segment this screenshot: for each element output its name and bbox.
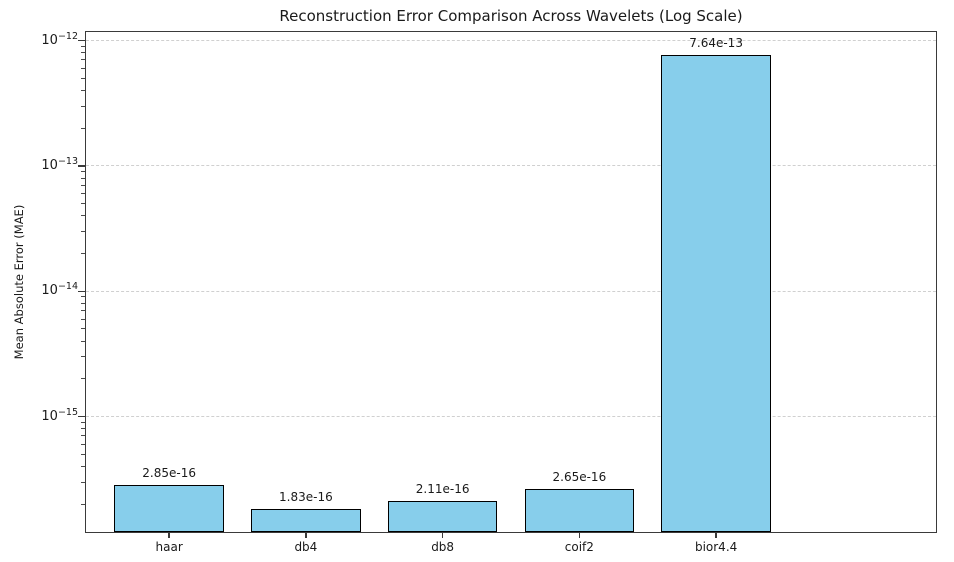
- y-major-tick: [78, 165, 85, 167]
- y-minor-tick: [81, 310, 85, 312]
- bar-haar: [114, 484, 224, 532]
- y-minor-tick: [81, 184, 85, 186]
- y-minor-tick: [81, 230, 85, 232]
- bar-value-label-db8: 2.11e-16: [415, 482, 470, 497]
- y-minor-tick: [81, 177, 85, 179]
- y-tick-base: 10: [41, 157, 58, 173]
- y-tick-base: 10: [41, 283, 58, 299]
- y-minor-tick: [81, 503, 85, 505]
- gridline: [86, 40, 936, 42]
- bar-value-label-haar: 2.85e-16: [142, 465, 196, 480]
- y-minor-tick: [81, 253, 85, 254]
- y-minor-tick: [81, 378, 85, 380]
- y-minor-tick: [81, 127, 85, 129]
- x-tick-bior4-4: [715, 533, 717, 538]
- y-minor-tick: [81, 215, 85, 217]
- y-minor-tick: [81, 481, 85, 483]
- x-tick-haar: [168, 533, 170, 538]
- bar-value-label-db4: 1.83e-16: [279, 490, 333, 505]
- y-minor-tick: [81, 171, 85, 173]
- bar-value-label-bior4-4: 7.64e-13: [689, 36, 743, 51]
- y-major-tick: [78, 290, 85, 292]
- y-tick-exponent: −12: [57, 30, 78, 42]
- y-tick-exponent: −15: [57, 406, 78, 418]
- y-minor-tick: [81, 443, 85, 445]
- y-minor-tick: [81, 193, 85, 195]
- x-tick-label-haar: haar: [155, 540, 183, 554]
- y-major-tick: [78, 415, 85, 418]
- y-minor-tick: [81, 465, 85, 467]
- gridline: [86, 290, 936, 292]
- y-minor-tick: [81, 318, 85, 320]
- x-tick-label-db4: db4: [294, 540, 318, 554]
- y-major-tick: [78, 39, 85, 42]
- y-minor-tick: [81, 203, 85, 205]
- bar-coif2: [524, 488, 635, 532]
- y-minor-tick: [81, 59, 85, 61]
- x-tick-db8: [441, 533, 444, 538]
- y-minor-tick: [81, 296, 85, 298]
- x-tick-db4: [305, 533, 307, 538]
- gridline: [86, 416, 936, 418]
- bar-db4: [251, 509, 361, 532]
- y-minor-tick: [81, 453, 85, 455]
- y-minor-tick: [81, 428, 85, 430]
- y-tick-exponent: −13: [57, 155, 78, 167]
- y-tick-base: 10: [41, 32, 58, 48]
- y-minor-tick: [81, 435, 85, 437]
- y-minor-tick: [81, 421, 85, 423]
- y-minor-tick: [81, 105, 85, 107]
- y-minor-tick: [81, 67, 85, 69]
- y-axis-label: Mean Absolute Error (MAE): [12, 204, 26, 360]
- x-tick-label-coif2: coif2: [564, 540, 594, 554]
- y-minor-tick: [81, 89, 85, 91]
- chart-title: Reconstruction Error Comparison Across W…: [279, 7, 743, 25]
- x-tick-label-bior4-4: bior4.4: [694, 540, 738, 554]
- y-minor-tick: [81, 356, 85, 358]
- y-minor-tick: [81, 302, 85, 304]
- y-minor-tick: [81, 45, 85, 47]
- gridline: [86, 165, 936, 167]
- y-tick-label: 10−15: [18, 406, 78, 425]
- y-tick-base: 10: [41, 408, 58, 424]
- y-tick-exponent: −14: [57, 281, 78, 293]
- x-tick-label-db8: db8: [431, 540, 455, 554]
- y-minor-tick: [81, 340, 85, 342]
- bar-bior4-4: [661, 55, 771, 532]
- y-tick-label: 10−13: [18, 155, 78, 174]
- y-minor-tick: [81, 328, 85, 330]
- plot-area: 10−12 10−13 10−14 10−15 2.85e-16 haar 1.83e-16…: [41, 31, 937, 554]
- bar-value-label-coif2: 2.65e-16: [552, 469, 607, 484]
- y-tick-label: 10−12: [18, 30, 78, 49]
- y-tick-label: 10−14: [18, 281, 78, 299]
- y-minor-tick: [81, 77, 85, 79]
- y-minor-tick: [81, 52, 85, 54]
- bar-db8: [387, 501, 498, 532]
- x-tick-coif2: [578, 533, 581, 538]
